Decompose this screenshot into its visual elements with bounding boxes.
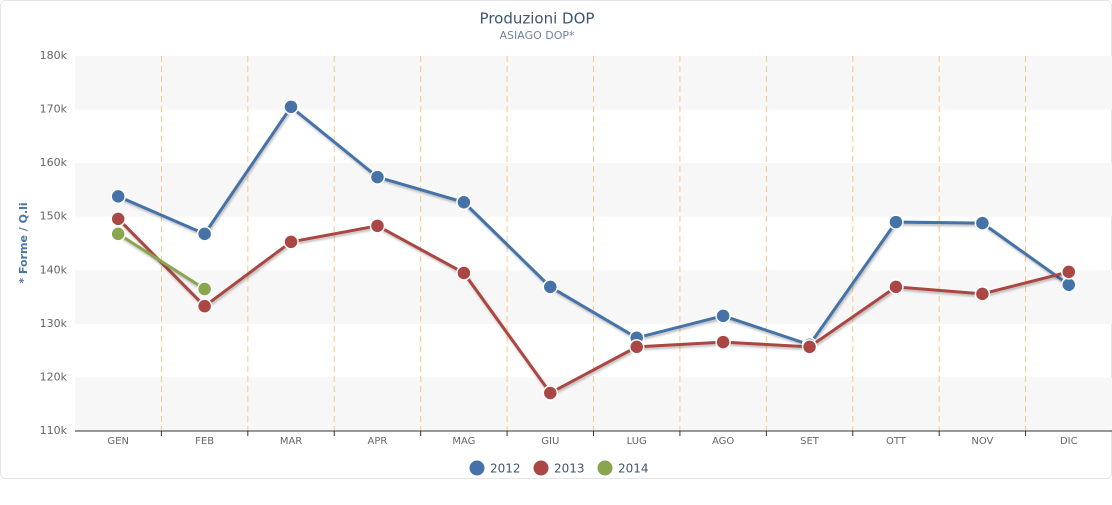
data-point	[1061, 277, 1077, 293]
x-tick-label: FEB	[195, 436, 214, 447]
data-point	[974, 286, 991, 302]
data-point	[110, 211, 126, 227]
data-point	[542, 385, 559, 401]
data-point	[1061, 264, 1077, 280]
series-line	[117, 217, 1070, 395]
series-line	[117, 104, 1070, 347]
plot-band	[75, 377, 1112, 431]
data-point	[196, 298, 213, 314]
x-tick-label: GEN	[107, 436, 129, 447]
x-tick-label: MAR	[280, 436, 302, 447]
series-line	[117, 232, 206, 291]
data-point	[283, 234, 299, 250]
data-point	[888, 279, 904, 295]
legend-label[interactable]: 2014	[618, 462, 649, 476]
data-point	[110, 188, 126, 205]
data-point	[542, 279, 559, 295]
y-tick-label: 150k	[40, 210, 68, 223]
x-tick-label: DIC	[1060, 436, 1078, 447]
data-point	[369, 218, 386, 234]
data-point	[283, 99, 299, 115]
y-tick-label: 130k	[40, 317, 68, 330]
data-point	[196, 281, 213, 297]
y-axis-label: * Forme / Q.li	[17, 202, 30, 283]
data-point	[715, 334, 731, 350]
legend-label[interactable]: 2013	[554, 462, 585, 476]
data-point	[801, 339, 818, 355]
x-tick-label: AGO	[712, 436, 734, 447]
data-point	[456, 265, 472, 281]
y-tick-label: 110k	[40, 424, 68, 437]
x-tick-label: APR	[368, 436, 388, 447]
chart-subtitle: ASIAGO DOP*	[499, 29, 575, 42]
legend-marker[interactable]	[468, 459, 486, 477]
legend-label[interactable]: 2012	[490, 462, 521, 476]
data-point	[715, 308, 731, 324]
x-tick-label: OTT	[886, 436, 907, 447]
data-point	[628, 339, 645, 355]
legend-marker[interactable]	[596, 459, 614, 477]
y-tick-label: 120k	[40, 370, 68, 383]
data-point	[888, 214, 904, 230]
x-tick-label: MAG	[452, 436, 475, 447]
chart-title: Produzioni DOP	[480, 10, 595, 28]
x-tick-label: SET	[800, 436, 820, 447]
x-tick-label: GIU	[541, 436, 559, 447]
y-tick-label: 140k	[40, 263, 68, 276]
y-tick-label: 160k	[40, 156, 68, 169]
data-point	[974, 215, 991, 231]
y-tick-label: 170k	[40, 103, 68, 116]
data-point	[196, 226, 213, 242]
legend-marker[interactable]	[532, 459, 550, 477]
x-tick-label: LUG	[627, 436, 647, 447]
y-tick-label: 180k	[40, 49, 68, 62]
data-point	[110, 226, 126, 242]
data-point	[456, 194, 472, 210]
x-tick-label: NOV	[971, 436, 993, 447]
data-point	[369, 169, 386, 185]
